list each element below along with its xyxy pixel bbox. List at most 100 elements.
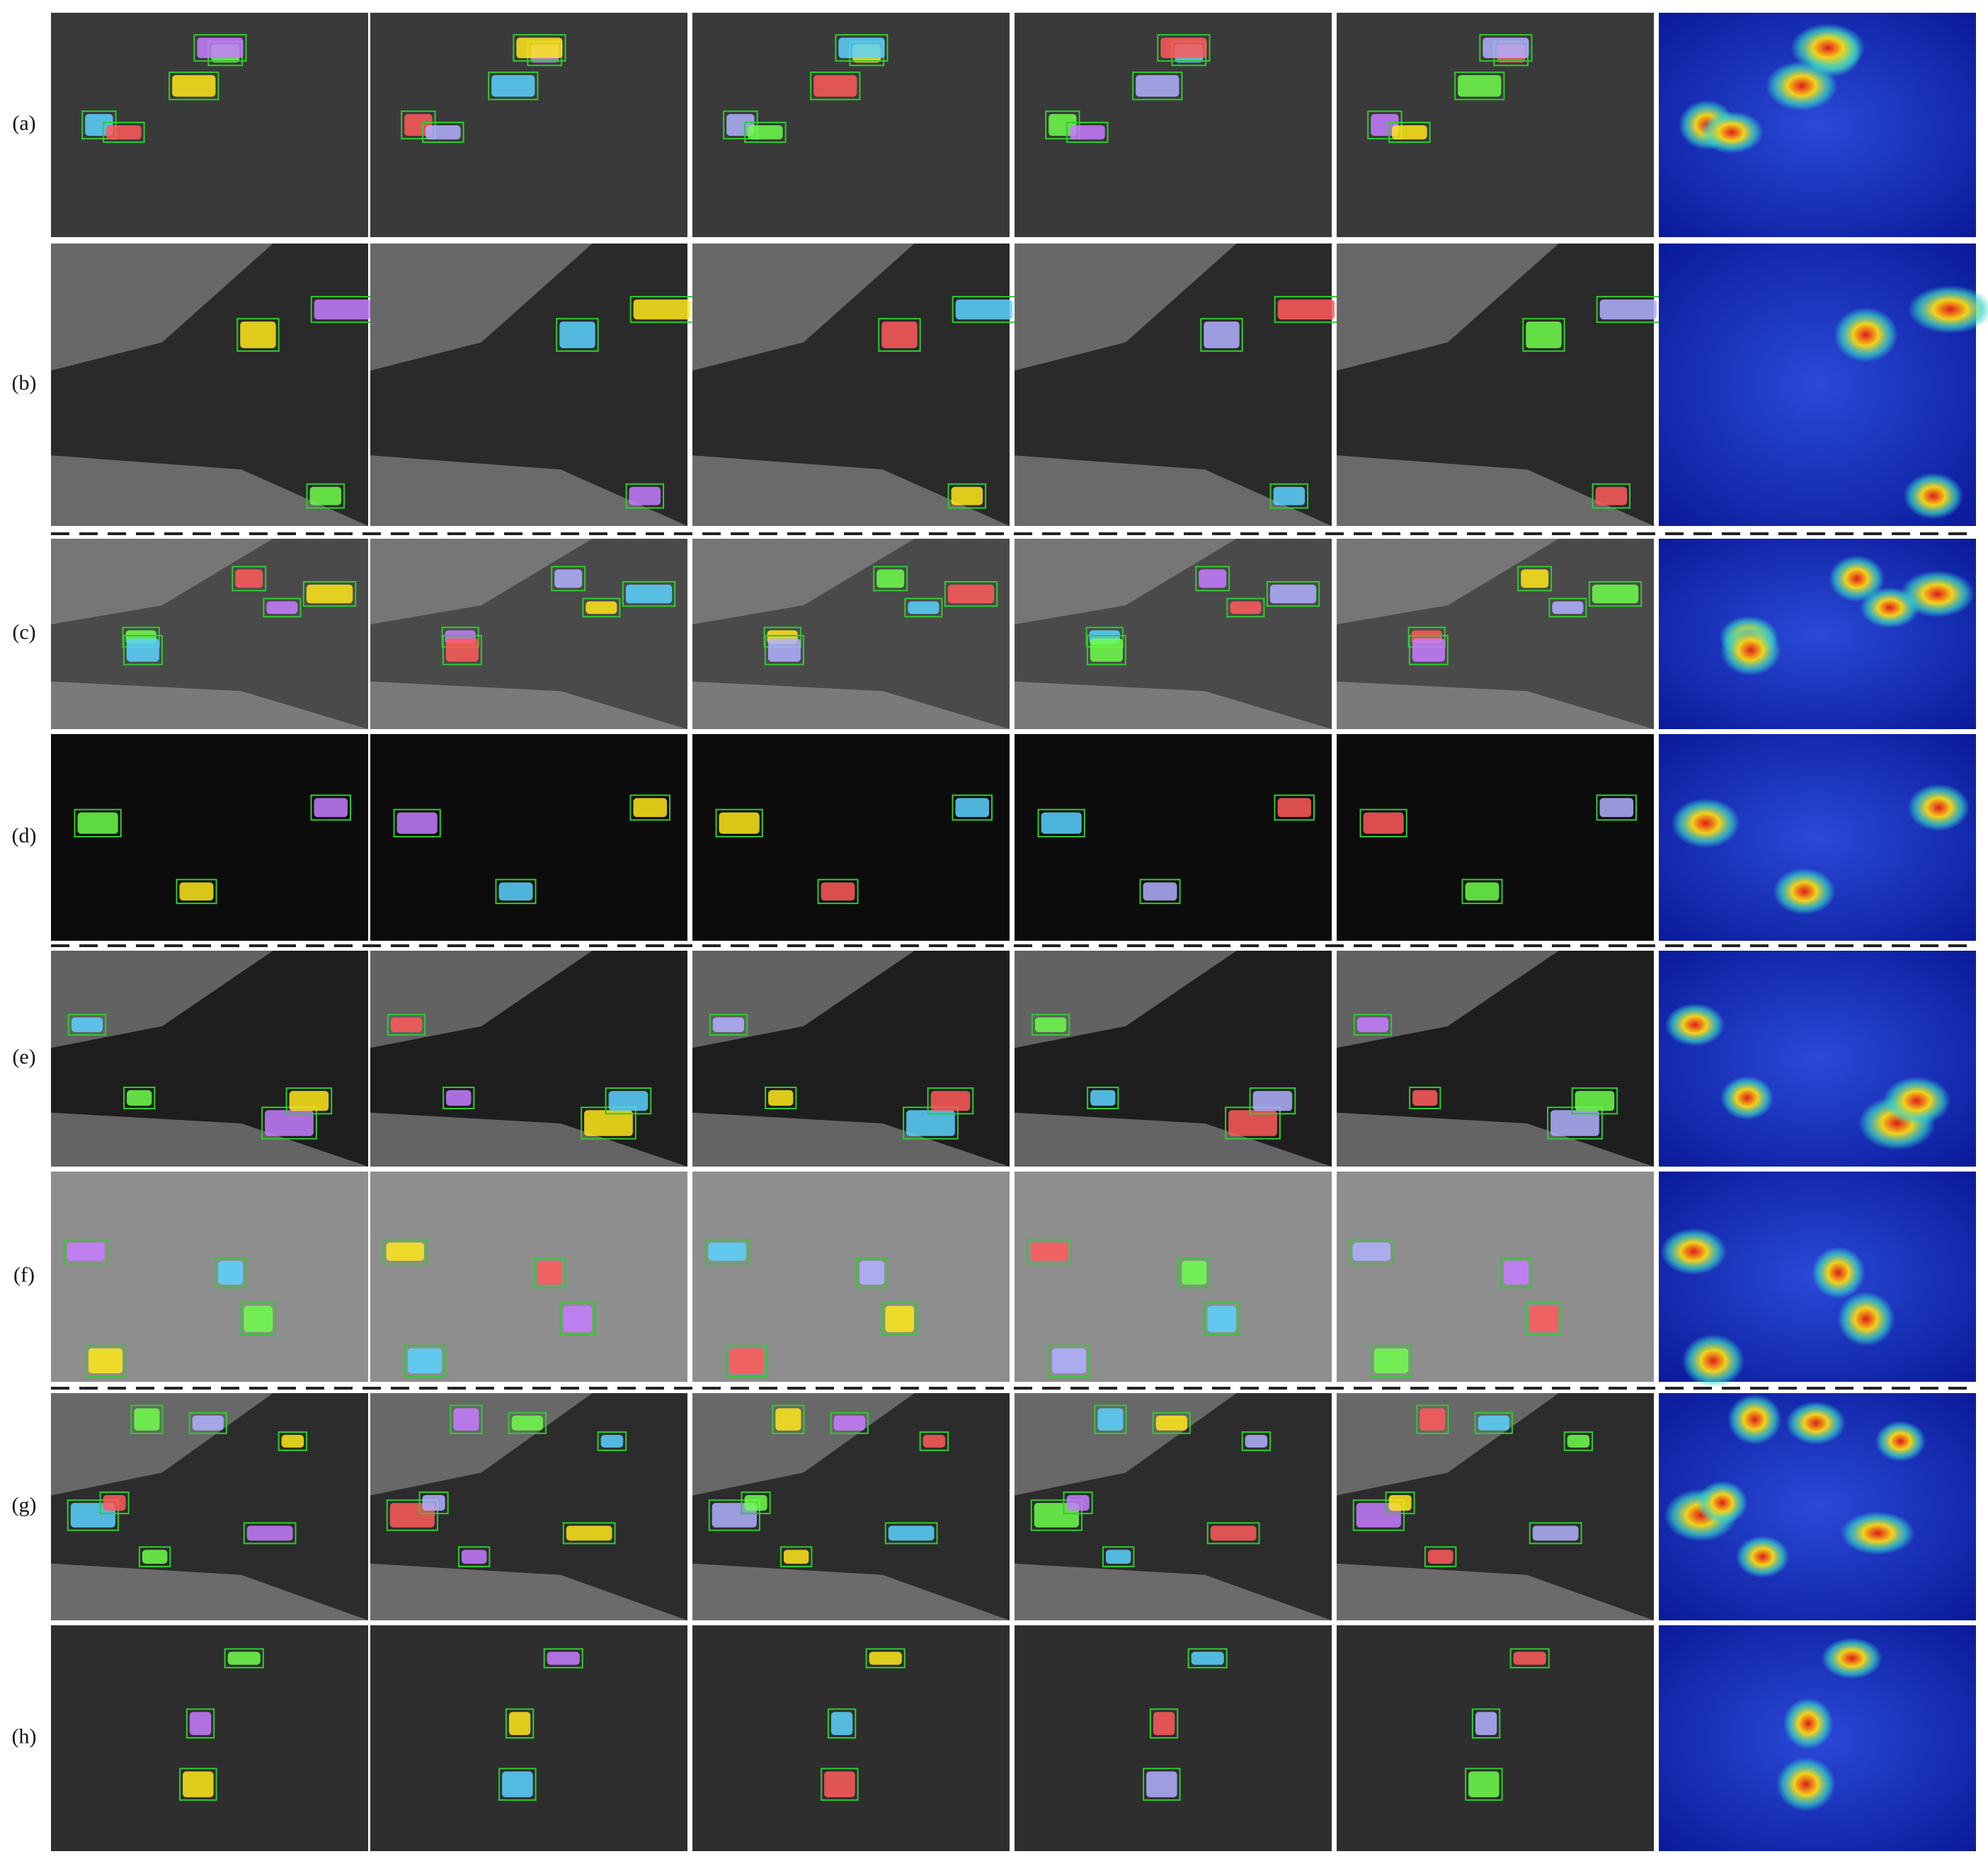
detection-box — [123, 1087, 156, 1109]
image-panel — [1659, 1393, 1976, 1620]
ship-mask — [1388, 1494, 1412, 1511]
ship-mask — [1475, 1712, 1497, 1736]
image-panel — [51, 951, 368, 1167]
ship-mask — [559, 321, 595, 348]
ship-mask — [1592, 584, 1639, 604]
ship-mask — [77, 812, 118, 834]
ship-mask — [859, 1261, 885, 1285]
land-area — [1337, 1563, 1654, 1620]
heat-spot — [1900, 570, 1975, 618]
heat-spot — [1812, 1247, 1866, 1299]
image-panel — [1015, 13, 1332, 237]
ship-mask — [306, 584, 353, 604]
image-panel — [51, 1625, 368, 1851]
detection-box — [1204, 1302, 1240, 1336]
detection-box — [1274, 794, 1315, 821]
image-panel — [1659, 1172, 1976, 1387]
image-panel — [1015, 734, 1332, 941]
ship-mask — [240, 321, 276, 348]
image-panel — [51, 244, 375, 526]
detection-box — [723, 110, 758, 139]
detection-box — [306, 483, 345, 509]
detection-box — [185, 1708, 215, 1739]
sar-image — [370, 1172, 687, 1382]
ship-mask — [314, 798, 348, 818]
detection-box — [1132, 71, 1183, 101]
land-area — [370, 951, 593, 1048]
detection-box — [715, 808, 763, 837]
detection-box — [1367, 110, 1403, 139]
ship-mask — [508, 1712, 531, 1736]
row-label: (g) — [12, 1493, 37, 1516]
ship-mask — [633, 798, 668, 818]
ship-mask — [600, 1435, 624, 1448]
detection-box — [1479, 34, 1533, 62]
detection-box — [240, 1302, 277, 1336]
ship-mask — [390, 1017, 423, 1033]
detection-box — [1157, 34, 1211, 62]
land-area — [51, 455, 368, 526]
ship-mask — [67, 1242, 105, 1261]
ship-mask — [106, 125, 142, 139]
detection-box — [709, 1014, 748, 1036]
detection-box — [551, 566, 586, 592]
detection-box — [559, 1302, 596, 1336]
land-area — [370, 1563, 687, 1620]
land-area — [1337, 681, 1654, 729]
image-panel — [370, 1393, 687, 1620]
ship-mask — [768, 1090, 794, 1106]
detection-box — [1409, 1087, 1441, 1109]
ship-mask — [1136, 75, 1179, 97]
image-panel — [1015, 1172, 1332, 1382]
detection-box — [387, 1014, 426, 1036]
sar-image — [692, 1172, 1010, 1382]
heat-spot — [1660, 1228, 1727, 1275]
heat-spot — [1766, 61, 1838, 111]
ship-mask — [748, 125, 783, 139]
ship-mask — [1146, 1771, 1177, 1797]
image-panel — [1659, 244, 1988, 526]
detection-box — [1349, 1239, 1395, 1264]
image-panel — [692, 13, 1010, 237]
detection-box — [1352, 1499, 1405, 1531]
detection-box — [556, 318, 599, 352]
detection-box — [952, 794, 993, 821]
detection-box — [285, 1087, 333, 1115]
detection-box — [1094, 1404, 1127, 1434]
ship-mask — [1419, 1408, 1446, 1431]
image-panel — [51, 1393, 368, 1620]
ship-mask — [88, 1348, 123, 1373]
detection-box — [1500, 1257, 1533, 1288]
detection-box — [1149, 1708, 1179, 1739]
detection-box — [1143, 1768, 1181, 1801]
land-area — [1015, 455, 1332, 526]
ship-mask — [1552, 601, 1584, 614]
detection-box — [386, 1499, 438, 1531]
detection-box — [302, 580, 357, 607]
heat-spot — [1776, 1757, 1836, 1811]
sar-image — [1015, 1172, 1332, 1382]
ship-mask — [869, 1652, 902, 1665]
detection-box — [1474, 1412, 1513, 1434]
heat-spot — [1696, 1480, 1748, 1526]
detection-box — [1241, 1431, 1272, 1451]
ship-mask — [1230, 601, 1262, 614]
detection-box — [193, 34, 247, 62]
ship-mask — [821, 882, 855, 901]
ship-mask — [547, 1652, 580, 1665]
heat-spot — [1907, 285, 1988, 334]
detection-box — [1385, 1491, 1415, 1515]
detection-box — [903, 1106, 959, 1140]
ship-mask — [265, 1110, 314, 1136]
ship-mask — [767, 639, 801, 662]
detection-box — [919, 1431, 949, 1451]
detection-box — [1522, 318, 1565, 352]
detection-box — [442, 1087, 475, 1109]
detection-box — [605, 1087, 652, 1115]
detection-box — [1139, 878, 1181, 905]
ship-mask — [1599, 798, 1634, 818]
ship-mask — [1090, 639, 1123, 662]
ship-mask — [922, 1435, 946, 1448]
ship-mask — [1356, 1017, 1389, 1033]
image-panel — [1015, 951, 1332, 1167]
